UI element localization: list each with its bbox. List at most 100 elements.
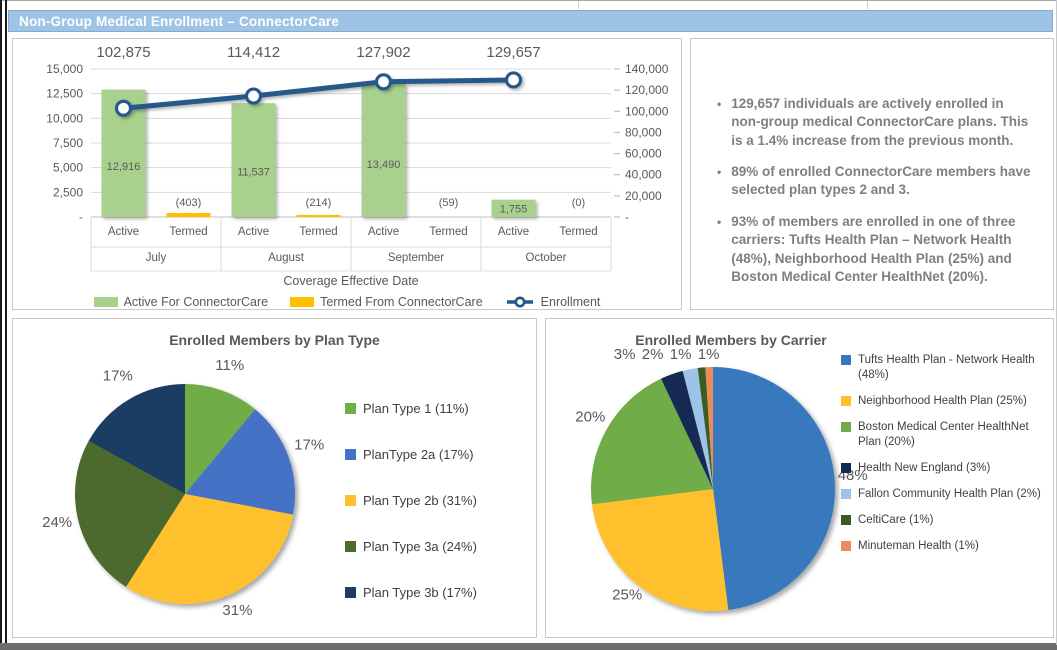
sub-category-label: Active	[108, 226, 139, 238]
active-bar	[491, 199, 536, 217]
pie-slice	[185, 384, 256, 494]
left-axis-tick: -	[79, 210, 83, 224]
legend-swatch	[841, 540, 851, 551]
legend-label: Tufts Health Plan - Network Health (48%)	[858, 354, 1035, 381]
pie-slice	[591, 378, 713, 505]
carrier-pie-title: Enrolled Members by Carrier	[635, 332, 827, 348]
termed-bar-label: (214)	[306, 197, 332, 209]
legend-item: Plan Type 1 (11%)	[345, 401, 477, 416]
legend-label: Health New England (3%)	[858, 461, 991, 474]
legend-item: Fallon Community Health Plan (2%)	[841, 487, 1047, 502]
legend-item: Health New England (3%)	[841, 461, 1047, 476]
enrollment-marker	[374, 73, 393, 91]
pie-percent-label: 3%	[614, 346, 636, 363]
legend-swatch	[841, 421, 851, 432]
termed-bar-label: (0)	[572, 197, 585, 209]
carrier-pie-panel: Enrolled Members by Carrier 48% 25% 20% 3% 2…	[545, 318, 1054, 638]
sub-category-label: Active	[238, 226, 269, 238]
bullet-text: 89% of enrolled ConnectorCare members ha…	[731, 164, 1031, 198]
legend-item: Termed From ConnectorCare	[290, 295, 483, 309]
left-axis-tick: 10,000	[46, 111, 83, 125]
sub-category-label: Active	[498, 226, 529, 238]
active-bar	[361, 83, 406, 217]
termed-bar	[166, 213, 211, 217]
enrollment-data-label: 114,412	[227, 44, 280, 61]
pie-percent-label: 2%	[642, 346, 664, 363]
pie-percent-label: 1%	[670, 346, 692, 363]
insight-bullet: • 93% of members are enrolled in one of …	[717, 213, 1031, 286]
left-axis-tick: 2,500	[53, 185, 83, 199]
legend-swatch	[841, 488, 851, 499]
enrollment-line	[114, 71, 523, 117]
right-axis-tick: 80,000	[625, 125, 662, 139]
legend-swatch	[345, 541, 356, 552]
gridline-divider	[867, 1, 868, 9]
pie-percent-label: 24%	[42, 514, 72, 531]
left-axis-tick: 7,500	[53, 136, 83, 150]
legend-item: CeltiCare (1%)	[841, 513, 1047, 528]
legend-label: PlanType 2a (17%)	[363, 447, 474, 462]
pie-slice	[74, 441, 185, 587]
legend-swatch	[841, 514, 851, 525]
legend-item: Tufts Health Plan - Network Health (48%)	[841, 353, 1047, 383]
carrier-pie-legend: Tufts Health Plan - Network Health (48%)…	[841, 353, 1047, 553]
active-bar	[231, 103, 276, 217]
pie-slices	[591, 367, 835, 611]
legend-label: Minuteman Health (1%)	[858, 539, 979, 552]
plan-type-pie-chart: 11% 17% 31% 24% 17%	[42, 357, 324, 619]
left-axis-tick: 12,500	[46, 87, 83, 101]
legend-item: Neighborhood Health Plan (25%)	[841, 394, 1047, 409]
enrollment-marker	[504, 71, 523, 89]
legend-label: Fallon Community Health Plan (2%)	[858, 487, 1041, 500]
pie-percent-label: 11%	[215, 357, 244, 374]
legend-item: Plan Type 3b (17%)	[345, 585, 477, 600]
legend-label: Boston Medical Center HealthNet Plan (20…	[858, 420, 1029, 448]
legend-swatch	[345, 403, 356, 414]
bullet-text: 129,657 individuals are actively enrolle…	[731, 96, 1029, 148]
legend-label: CeltiCare (1%)	[858, 513, 934, 526]
insight-bullet: • 129,657 individuals are actively enrol…	[717, 95, 1031, 150]
bullet-marker: •	[717, 214, 722, 229]
frame-top-line	[0, 0, 1057, 1]
month-label: July	[146, 252, 167, 264]
sub-category-label: Active	[368, 226, 399, 238]
frame-left-border	[0, 0, 2, 645]
enrollment-data-label: 102,875	[96, 44, 150, 61]
pie-slice	[185, 409, 295, 515]
enrollment-chart-panel: 15,000 12,500 10,000 7,500 5,000 2,500 - 140,00…	[12, 38, 682, 310]
plan-type-pie-panel: Enrolled Members by Plan Type 11% 17% 31% 2…	[12, 318, 537, 638]
legend-label: Active For ConnectorCare	[123, 295, 269, 309]
termed-bar	[296, 214, 341, 217]
legend-label: Termed From ConnectorCare	[320, 295, 483, 309]
pie-percent-label: 31%	[222, 602, 252, 619]
legend-label: Plan Type 2b (31%)	[363, 493, 477, 508]
enrollment-chart-legend: Active For ConnectorCare Termed From Conn…	[13, 292, 681, 312]
sub-category-label: Termed	[299, 226, 337, 238]
enrollment-marker	[244, 87, 263, 105]
enrollment-marker	[114, 99, 133, 117]
plan-type-pie-legend: Plan Type 1 (11%) PlanType 2a (17%) Plan T…	[345, 401, 477, 600]
x-axis-title: Coverage Effective Date	[283, 274, 418, 288]
dashboard-title-bar: Non-Group Medical Enrollment – Connector…	[8, 10, 1053, 32]
sub-category-label: Termed	[429, 226, 467, 238]
legend-swatch	[841, 355, 851, 365]
legend-swatch	[290, 297, 315, 307]
termed-bar-label: (403)	[176, 197, 202, 209]
enrollment-combo-chart: 15,000 12,500 10,000 7,500 5,000 2,500 - 140,00…	[46, 44, 668, 288]
pie-percent-label: 1%	[698, 346, 720, 363]
month-label: August	[268, 252, 305, 264]
legend-item: Active For ConnectorCare	[93, 295, 269, 309]
legend-item: Plan Type 3a (24%)	[345, 539, 477, 554]
pie-slice	[705, 367, 713, 489]
right-axis-tick: 60,000	[625, 147, 662, 161]
right-axis-tick: 20,000	[625, 189, 662, 203]
legend-label: Enrollment	[540, 295, 601, 309]
insights-list: • 129,657 individuals are actively enrol…	[691, 39, 1053, 286]
legend-swatch	[841, 462, 851, 473]
pie-percent-label: 25%	[612, 587, 642, 604]
frame-bottom-bar	[0, 643, 1057, 650]
pie-percent-label: 17%	[103, 367, 133, 384]
legend-swatch	[345, 587, 356, 598]
active-bar-label: 11,537	[237, 166, 270, 178]
right-axis-tick: -	[625, 210, 629, 224]
